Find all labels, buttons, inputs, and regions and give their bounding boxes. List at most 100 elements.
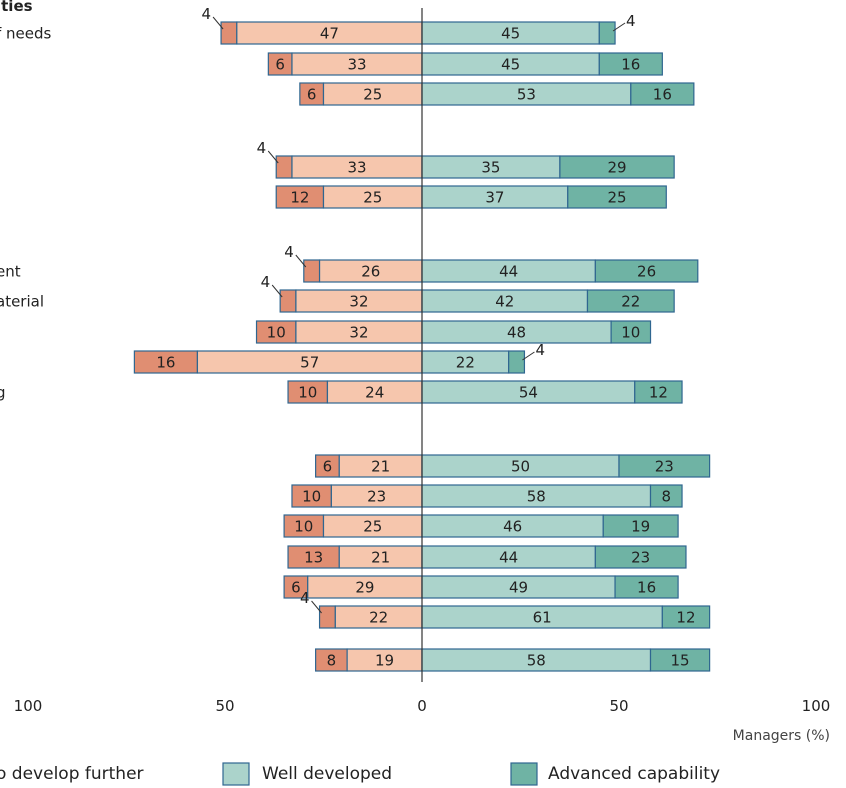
data-label: 6 [291, 579, 301, 597]
legend-swatch-advanced [510, 762, 538, 786]
data-label: 50 [511, 458, 530, 476]
data-label: 21 [371, 549, 390, 567]
data-label: 45 [501, 56, 520, 74]
data-label: 24 [365, 384, 384, 402]
data-label: 19 [631, 518, 650, 536]
data-label: 10 [621, 324, 640, 342]
bar-segment [598, 52, 663, 76]
data-label: 25 [363, 518, 382, 536]
bar-segment [586, 289, 675, 313]
data-label: 25 [363, 189, 382, 207]
leader-line [295, 254, 307, 268]
data-label: 29 [355, 579, 374, 597]
data-label: 25 [607, 189, 626, 207]
section-heading: ities [0, 0, 33, 15]
data-label: 35 [481, 159, 500, 177]
data-label: 58 [527, 488, 546, 506]
data-label: 26 [637, 263, 656, 281]
data-label: 32 [349, 324, 368, 342]
leader-line [271, 284, 283, 298]
data-label: 12 [290, 189, 309, 207]
legend-group: o develop further Well developed Advanced … [0, 762, 720, 786]
bar-segment [508, 350, 526, 374]
bar-segment [318, 605, 336, 629]
data-label: 42 [495, 293, 514, 311]
data-label: 37 [485, 189, 504, 207]
data-label: 32 [349, 293, 368, 311]
bar-segment [618, 454, 711, 478]
data-label: 44 [499, 549, 518, 567]
leader-line [212, 16, 224, 30]
data-label: 22 [621, 293, 640, 311]
data-label: 48 [507, 324, 526, 342]
data-label: 33 [347, 56, 366, 74]
data-label: 8 [327, 652, 337, 670]
x-axis-title: Managers (%) [733, 728, 830, 744]
data-label: 16 [156, 354, 175, 372]
category-labels-group: ities f needs ent aterial g [0, 0, 52, 402]
bar-segment [594, 259, 699, 283]
bar-segment [594, 545, 687, 569]
leader-line [311, 600, 322, 614]
axis-group: 100 50 0 50 100 Managers (%) [14, 8, 830, 744]
bar-segment [630, 82, 695, 106]
data-label: 19 [375, 652, 394, 670]
category-label: ent [0, 263, 21, 281]
data-label: 6 [323, 458, 333, 476]
x-tick-label: 100 [14, 697, 43, 715]
leader-line [522, 351, 535, 361]
data-label: 22 [456, 354, 475, 372]
data-label: 16 [653, 86, 672, 104]
data-label: 4 [300, 589, 310, 607]
x-tick-label: 50 [215, 697, 234, 715]
data-label: 26 [361, 263, 380, 281]
data-label: 33 [347, 159, 366, 177]
leader-line [612, 22, 626, 32]
data-label: 22 [369, 609, 388, 627]
data-label: 4 [535, 341, 545, 359]
data-label: 46 [503, 518, 522, 536]
category-label: g [0, 384, 6, 402]
bar-segment [220, 21, 238, 45]
bar-segment [567, 185, 667, 209]
data-label: 45 [501, 25, 520, 43]
leader-line [267, 150, 279, 164]
data-label: 10 [294, 518, 313, 536]
bar-segment [610, 320, 652, 344]
legend-label-develop-further: o develop further [0, 764, 144, 784]
category-label: aterial [0, 293, 44, 311]
x-tick-label: 50 [609, 697, 628, 715]
data-label: 16 [621, 56, 640, 74]
data-label: 4 [284, 243, 294, 261]
data-label: 4 [257, 139, 267, 157]
category-label: f needs [0, 25, 52, 43]
bar-segment [614, 575, 679, 599]
bar-segment [649, 484, 683, 508]
data-label: 6 [275, 56, 285, 74]
data-label: 13 [304, 549, 323, 567]
data-label: 10 [302, 488, 321, 506]
data-label: 57 [300, 354, 319, 372]
data-label: 4 [626, 12, 636, 30]
data-label: 61 [533, 609, 552, 627]
data-label: 44 [499, 263, 518, 281]
data-label: 4 [202, 5, 212, 23]
bar-segment [303, 259, 321, 283]
x-tick-label: 0 [417, 697, 427, 715]
bar-segment [598, 21, 616, 45]
bar-segment [279, 289, 297, 313]
bar-segment [634, 380, 683, 404]
legend-label-advanced: Advanced capability [548, 764, 720, 784]
bar-segment [649, 648, 711, 672]
data-label: 23 [655, 458, 674, 476]
data-label: 49 [509, 579, 528, 597]
data-label: 8 [662, 488, 672, 506]
data-label: 6 [307, 86, 317, 104]
data-label: 15 [671, 652, 690, 670]
data-label: 54 [519, 384, 538, 402]
data-label: 23 [367, 488, 386, 506]
legend-label-well-developed: Well developed [262, 764, 392, 784]
data-label: 29 [607, 159, 626, 177]
